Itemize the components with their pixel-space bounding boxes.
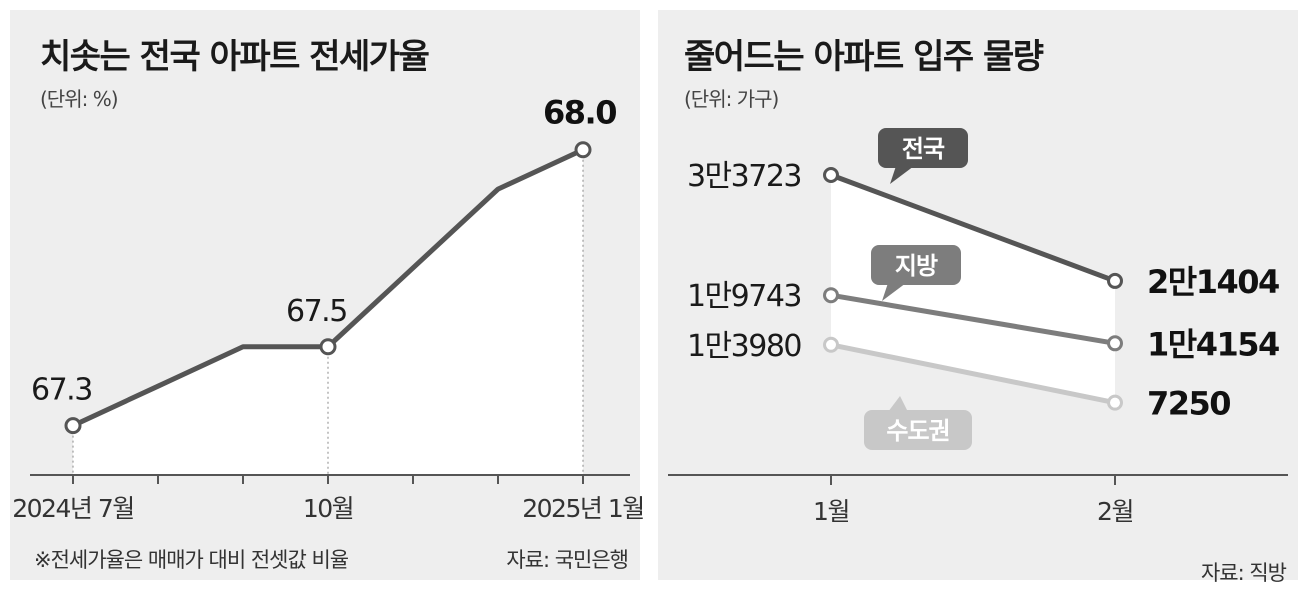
series-tag-box	[864, 410, 972, 450]
data-label: 67.3	[31, 373, 92, 408]
data-label-end: 7250	[1147, 385, 1230, 423]
data-point	[823, 167, 839, 183]
data-label-start: 1만9743	[687, 279, 801, 314]
data-label-start: 1만3980	[687, 329, 801, 364]
data-label-end: 2만1404	[1147, 263, 1279, 301]
x-tick-label: 2024년 7월	[12, 494, 133, 523]
data-point	[823, 336, 839, 353]
series-tag-box	[871, 245, 961, 285]
data-label: 67.5	[286, 294, 347, 329]
series-tag-pointer	[888, 396, 908, 412]
series-tag-label: 지방	[895, 252, 938, 280]
left-chart-note: ※전세가율은 매매가 대비 전셋값 비율	[34, 548, 349, 572]
left-chart-title: 치솟는 전국 아파트 전세가율	[40, 37, 430, 77]
left-chart-panel: 치솟는 전국 아파트 전세가율 (단위: %) 67.3 67.5 68.0 2024…	[10, 10, 645, 580]
series-line-0	[828, 172, 1118, 284]
series-tag-box	[878, 128, 968, 168]
left-plot-area: 67.3 67.5 68.0 2024년 7월 10월 2025년 1월	[12, 94, 645, 523]
x-tick-label: 1월	[813, 497, 849, 526]
x-tick-label: 10월	[303, 494, 353, 523]
data-point	[1107, 394, 1123, 411]
data-point	[823, 287, 839, 304]
x-tick-label: 2월	[1097, 497, 1133, 526]
data-point	[574, 141, 592, 159]
series-line-2	[828, 342, 1118, 406]
data-point	[64, 417, 82, 435]
right-chart-source: 자료: 직방	[1201, 561, 1287, 585]
data-point	[1107, 335, 1123, 352]
series-tag: 지방	[871, 245, 961, 301]
data-label-end: 1만4154	[1147, 325, 1279, 363]
right-chart-unit: (단위: 가구)	[684, 87, 778, 111]
series-tag-pointer	[890, 166, 914, 184]
data-point	[319, 338, 337, 356]
series-tag: 전국	[878, 128, 968, 184]
right-chart-svg: 줄어드는 아파트 입주 물량 (단위: 가구) 1월 2월 3만3723 2만1404…	[668, 37, 1288, 585]
data-label: 68.0	[543, 94, 616, 132]
series-tag-label: 수도권	[886, 417, 949, 445]
left-chart-source: 자료: 국민은행	[506, 548, 628, 572]
right-chart-title: 줄어드는 아파트 입주 물량	[684, 37, 1044, 77]
series-tag-label: 전국	[902, 135, 945, 163]
band-fill	[831, 175, 1115, 403]
right-plot-area: 1월 2월 3만3723 2만1404 전국 1만9743 1만4154 지방 1만3980 72…	[668, 128, 1288, 526]
series-line-1	[828, 292, 1118, 346]
right-chart-panel: 줄어드는 아파트 입주 물량 (단위: 가구) 1월 2월 3만3723 2만1404…	[658, 10, 1298, 585]
left-chart-svg: 치솟는 전국 아파트 전세가율 (단위: %) 67.3 67.5 68.0 2024…	[12, 37, 645, 572]
x-tick-label: 2025년 1월	[522, 494, 643, 523]
series-tag: 수도권	[864, 396, 972, 450]
data-label-start: 3만3723	[687, 159, 801, 194]
left-chart-unit: (단위: %)	[40, 87, 118, 111]
data-point	[1107, 272, 1123, 289]
series-tag-pointer	[882, 283, 906, 301]
